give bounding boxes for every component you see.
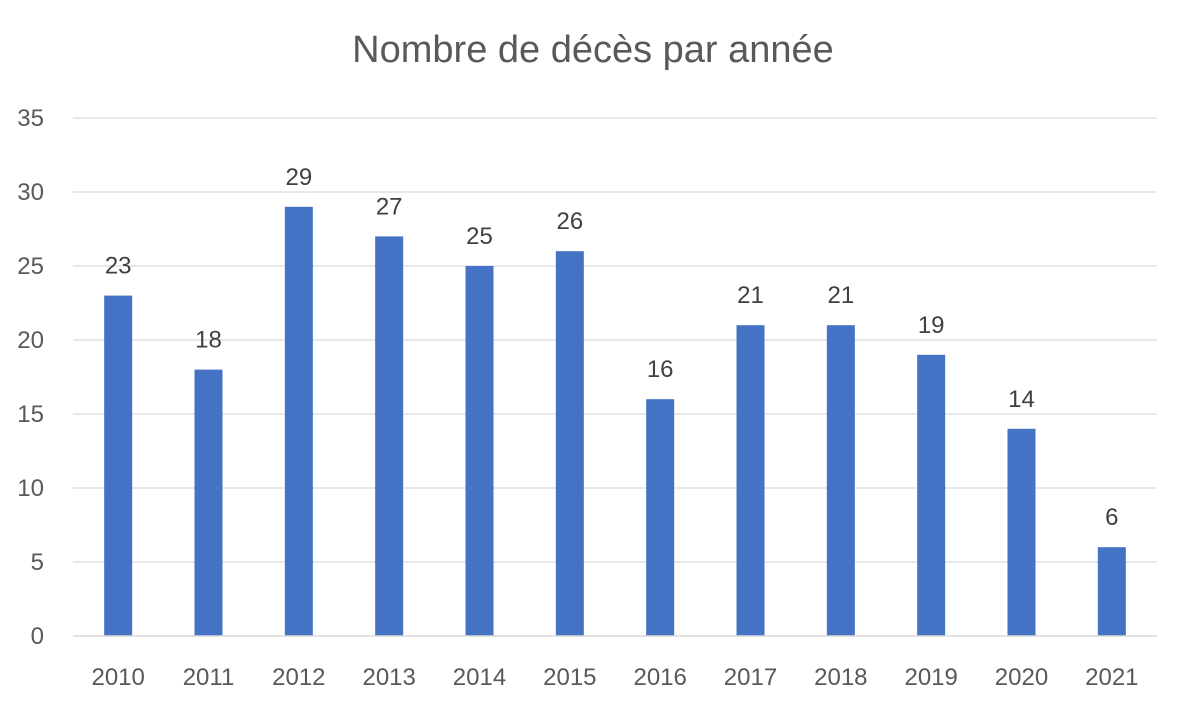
- y-axis-ticks: 0 5 10 15 20 25 30 35: [17, 105, 44, 650]
- bar-2011: [194, 369, 223, 636]
- bar-2010: [104, 295, 133, 636]
- x-tick-label: 2016: [633, 664, 686, 691]
- y-tick-label: 0: [31, 623, 44, 650]
- x-tick-label: 2019: [904, 664, 957, 691]
- x-tick-label: 2017: [724, 664, 777, 691]
- x-tick-label: 2010: [91, 664, 144, 691]
- x-tick-label: 2018: [814, 664, 867, 691]
- chart-title: Nombre de décès par année: [352, 29, 834, 71]
- data-label: 23: [105, 253, 132, 280]
- data-label: 16: [647, 356, 674, 383]
- data-label: 25: [466, 223, 493, 250]
- y-tick-label: 10: [17, 475, 44, 502]
- bar-2012: [284, 206, 313, 637]
- x-tick-label: 2020: [995, 664, 1048, 691]
- data-labels: 23 18 29 27 25 26 16 21 21 19 14 6: [105, 164, 1119, 531]
- bar-2016: [646, 399, 675, 636]
- y-tick-label: 25: [17, 253, 44, 280]
- bar-2020: [1007, 428, 1036, 636]
- bar-2019: [917, 354, 946, 636]
- y-tick-label: 35: [17, 105, 44, 132]
- data-label: 19: [918, 312, 945, 339]
- data-label: 27: [376, 193, 403, 220]
- bar-2013: [375, 236, 404, 636]
- data-label: 21: [737, 282, 764, 309]
- data-label: 26: [556, 208, 583, 235]
- y-tick-label: 30: [17, 179, 44, 206]
- x-tick-label: 2014: [453, 664, 506, 691]
- bar-2017: [736, 325, 765, 636]
- data-label: 6: [1105, 504, 1118, 531]
- x-axis-ticks: 2010 2011 2012 2013 2014 2015 2016 2017 2018 2019…: [91, 664, 1138, 691]
- bar-2018: [826, 325, 855, 636]
- bar-2015: [555, 251, 584, 636]
- x-tick-label: 2011: [183, 664, 235, 691]
- x-tick-label: 2015: [543, 664, 596, 691]
- bars: [104, 206, 1126, 637]
- data-label: 18: [195, 327, 222, 354]
- y-tick-label: 15: [17, 401, 44, 428]
- data-label: 29: [285, 164, 312, 191]
- bar-2021: [1097, 547, 1126, 636]
- data-label: 14: [1008, 386, 1035, 413]
- y-tick-label: 5: [31, 549, 44, 576]
- x-tick-label: 2013: [362, 664, 415, 691]
- x-tick-label: 2012: [272, 664, 325, 691]
- bar-2014: [465, 266, 494, 636]
- data-label: 21: [827, 282, 854, 309]
- y-tick-label: 20: [17, 327, 44, 354]
- x-tick-label: 2021: [1085, 664, 1138, 691]
- gridlines: [73, 117, 1157, 563]
